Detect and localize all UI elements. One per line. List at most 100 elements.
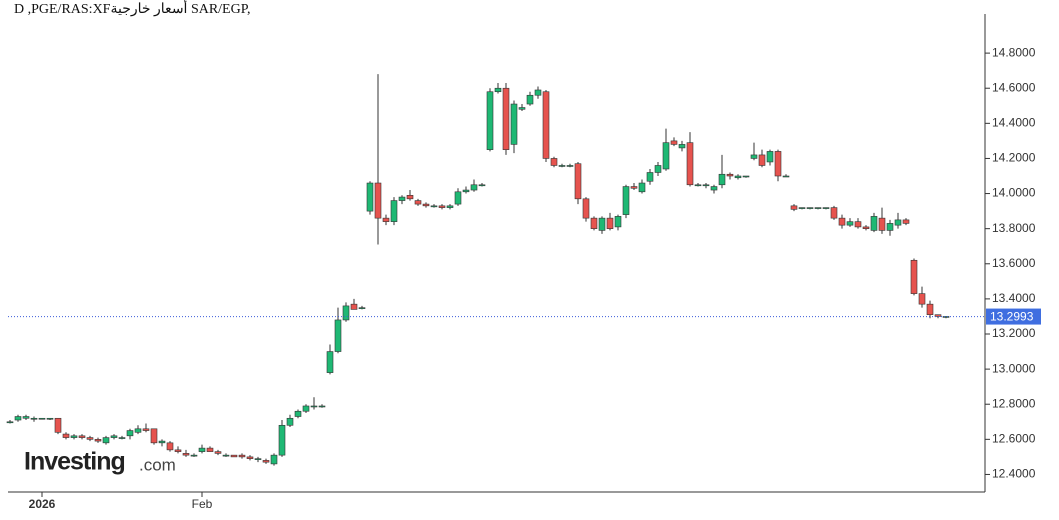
candle-body [358,307,366,309]
candle-body [78,435,86,438]
candle-body [318,405,326,408]
candle-body [622,186,630,215]
candle-body [206,447,214,452]
candle-body [270,454,278,465]
candle-body [86,437,94,440]
candle-body [918,293,926,305]
candle-body [150,428,158,444]
candle-body [166,442,174,451]
candle-body [302,405,310,412]
candle-body [822,207,830,209]
y-tick-label: 14.8000 [992,45,1036,59]
candle-body [894,219,902,226]
candle-body [390,200,398,222]
candle-body [22,416,30,419]
candle-body [838,217,846,226]
candle-body [702,184,710,187]
y-tick-label: 13.2000 [992,326,1036,340]
candle-body [430,205,438,208]
candle-body [902,219,910,224]
candle-body [862,226,870,229]
candle-body [6,421,14,424]
y-tick-label: 13.8000 [992,221,1036,235]
candle-body [830,207,838,219]
candle-body [494,87,502,93]
candle-body [646,172,654,182]
y-tick-label: 12.6000 [992,432,1036,446]
candle-body [942,316,950,318]
candle-body [278,424,286,456]
candle-body [854,221,862,228]
candle-body [158,440,166,444]
candle-body [246,456,254,459]
candle-body [510,103,518,145]
candle-body [326,351,334,373]
candle-body [334,319,342,352]
candle-body [294,410,302,417]
candle-body [438,205,446,208]
candle-body [262,460,270,463]
candle-body [366,182,374,212]
candle-body [286,417,294,426]
last-price-label: 13.2993 [990,310,1034,324]
y-tick-label: 14.4000 [992,116,1036,130]
y-tick-label: 12.4000 [992,467,1036,481]
candle-body [454,191,462,205]
candle-body [30,417,38,420]
x-tick-label: Feb [192,497,213,511]
candle-body [486,91,494,150]
candle-body [14,416,22,421]
candle-body [534,89,542,96]
candle-body [46,417,54,420]
candle-body [710,186,718,191]
candle-body [118,437,126,439]
candle-body [342,305,350,321]
candle-body [566,165,574,167]
candle-body [814,207,822,209]
candle-body [502,87,510,150]
candle-body [726,173,734,177]
candle-body [638,182,646,193]
candle-body [174,449,182,452]
candle-body [350,303,358,310]
candle-body [654,165,662,173]
candle-body [446,205,454,208]
candle-body [414,200,422,205]
candle-body [230,454,238,458]
candle-body [54,417,62,433]
candle-body [782,175,790,178]
candle-body [462,189,470,193]
candle-body [574,163,582,200]
candle-body [798,207,806,209]
candle-body [398,196,406,201]
x-tick-label: 2026 [29,497,56,511]
candle-body [470,184,478,191]
candle-body [94,439,102,442]
candle-body [694,184,702,187]
y-tick-label: 14.0000 [992,186,1036,200]
candle-body [758,154,766,166]
candle-body [190,454,198,457]
candle-body [382,217,390,222]
candle-body [478,184,486,187]
candle-body [742,175,750,178]
candle-body [606,217,614,229]
candle-body [422,203,430,207]
candle-body [662,142,670,170]
chart-title: D ,PGE/RAS:XFأسعار خارجية SAR/EGP, [14,0,250,17]
candle-body [214,451,222,454]
candle-body [670,140,678,145]
candle-body [406,195,414,200]
candle-body [38,417,46,420]
candle-body [598,217,606,231]
candle-body [774,151,782,177]
candle-body [734,175,742,179]
candle-body [614,216,622,228]
candle-body [558,165,566,167]
candle-body [590,217,598,229]
candle-body [182,453,190,456]
candle-body [134,428,142,433]
candle-body [550,158,558,166]
candle-body [198,447,206,452]
